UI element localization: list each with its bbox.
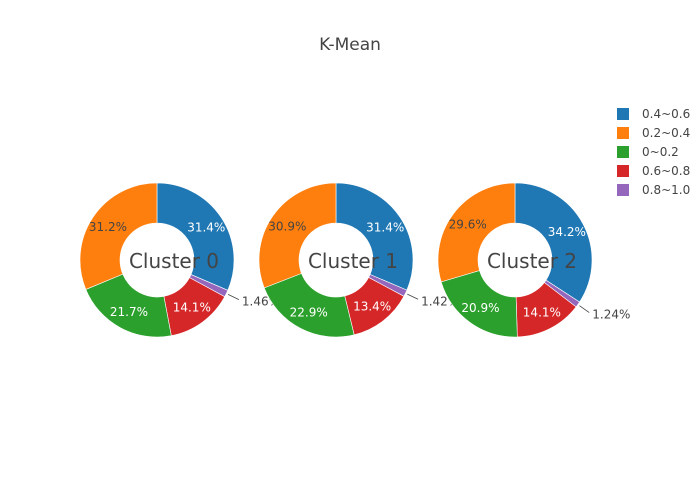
slice-percent-label: 31.4% — [366, 220, 404, 234]
cluster-name-label: Cluster 2 — [487, 249, 577, 273]
slice-0-0-2 — [85, 273, 172, 338]
slice-0-2-0-4 — [437, 182, 516, 283]
legend-item-0-4-0-6[interactable]: 0.4~0.6 — [617, 107, 690, 121]
legend-swatch — [617, 108, 629, 120]
slice-percent-label: 20.9% — [461, 301, 499, 315]
slice-percent-label: 13.4% — [353, 300, 391, 314]
legend-swatch — [617, 127, 629, 139]
cluster-name-label: Cluster 1 — [308, 249, 398, 273]
slice-0-4-0-6 — [156, 182, 235, 291]
legend-label: 0.2~0.4 — [642, 126, 690, 140]
slice-percent-label: 29.6% — [449, 218, 487, 232]
donut-cluster-2: 34.2% 1.24% 14.1% 20.9% 29.6% Cluster 2 — [437, 182, 630, 338]
leader-line — [579, 305, 590, 313]
legend-swatch — [617, 165, 629, 177]
leader-line — [407, 293, 419, 300]
slice-percent-label: 31.2% — [89, 220, 127, 234]
legend-item-0-2-0-4[interactable]: 0.2~0.4 — [617, 126, 690, 140]
legend-item-0-6-0-8[interactable]: 0.6~0.8 — [617, 164, 690, 178]
chart-title: K-Mean — [319, 35, 381, 55]
legend-swatch — [617, 146, 629, 158]
slice-0-2-0-4 — [79, 182, 158, 290]
legend-swatch — [617, 184, 629, 196]
legend-item-0-8-1-0[interactable]: 0.8~1.0 — [617, 183, 690, 197]
cluster-name-label: Cluster 0 — [129, 249, 219, 273]
slice-0-4-0-6 — [514, 182, 593, 303]
leader-line — [227, 294, 240, 301]
legend-label: 0.6~0.8 — [642, 164, 690, 178]
slice-percent-label: 21.7% — [110, 305, 148, 319]
slice-0-4-0-6 — [335, 182, 414, 291]
donut-cluster-1: 31.4%1.42%13.4%22.9%30.9%Cluster 1 — [258, 182, 459, 338]
slice-percent-label: 34.2% — [548, 225, 586, 239]
slice-percent-label: 30.9% — [268, 220, 306, 234]
slice-0-2-0-4 — [258, 182, 337, 289]
legend-item-0-0-2[interactable]: 0~0.2 — [617, 145, 679, 159]
legend-label: 0.8~1.0 — [642, 183, 690, 197]
legend-label: 0~0.2 — [642, 145, 679, 159]
legend-label: 0.4~0.6 — [642, 107, 690, 121]
slice-percent-label: 22.9% — [290, 305, 328, 319]
slice-percent-label: 14.1% — [173, 301, 211, 315]
legend: 0.4~0.6 0.2~0.4 0~0.2 0.6~0.8 0.8~1.0 — [617, 107, 690, 197]
slice-percent-label: 31.4% — [187, 221, 225, 235]
donut-charts: 31.4%1.46%14.1%21.7%31.2%Cluster 031.4%1… — [79, 182, 630, 338]
slice-percent-label: 1.24% — [592, 308, 630, 322]
slice-percent-label: 14.1% — [523, 306, 561, 320]
donut-cluster-0: 31.4%1.46%14.1%21.7%31.2%Cluster 0 — [79, 182, 280, 338]
slice-0-0-2 — [263, 273, 355, 338]
